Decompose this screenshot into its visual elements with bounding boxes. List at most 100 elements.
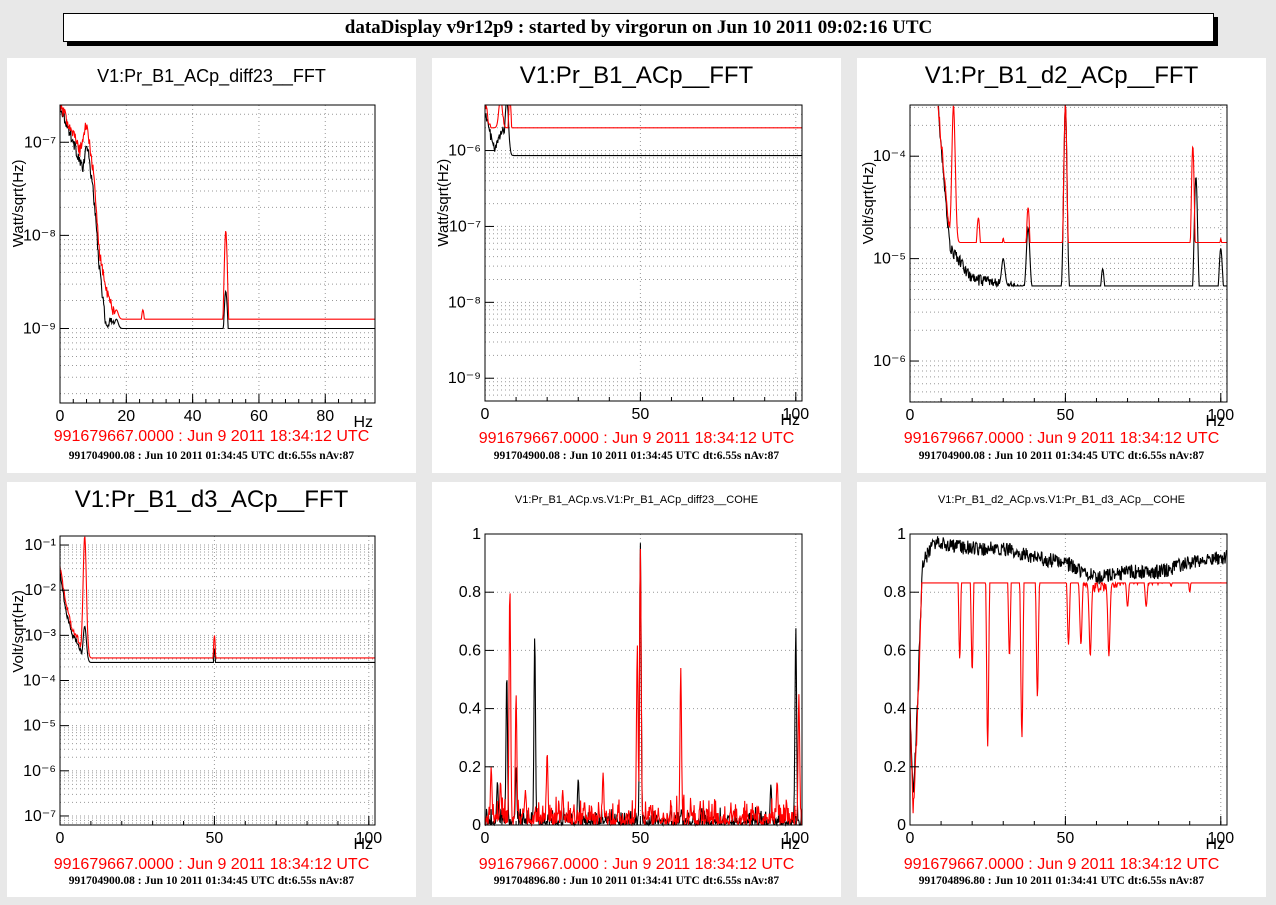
x-tick-label: 50 xyxy=(631,406,649,423)
y-tick-label: 10⁻⁸ xyxy=(448,294,481,311)
plot-frame xyxy=(909,104,1228,403)
chart-title: V1:Pr_B1_d2_ACp.vs.V1:Pr_B1_d3_ACp__COHE xyxy=(937,494,1186,506)
x-unit-label: Hz xyxy=(353,414,373,431)
x-tick-label: 20 xyxy=(117,408,135,425)
y-tick-label: 10⁻⁶ xyxy=(23,763,56,780)
y-tick-label: 10⁻⁶ xyxy=(448,143,481,160)
y-tick-label: 0.6 xyxy=(459,642,481,659)
chart-pad-4: V1:Pr_B1_d3_ACp__FFT 0 50 100 Hz 10⁻¹ 10⁻² 10⁻… xyxy=(7,482,416,897)
x-unit-label: Hz xyxy=(780,836,800,853)
current-timestamp: 991704900.08 : Jun 10 2011 01:34:45 UTC … xyxy=(918,450,1205,462)
x-tick-label: 0 xyxy=(56,830,65,847)
y-tick-label: 10⁻² xyxy=(24,582,56,599)
chart-title: V1:Pr_B1_ACp_diff23__FFT xyxy=(97,66,326,86)
y-tick-label: 0.8 xyxy=(884,584,906,601)
y-tick-label: 0 xyxy=(472,817,481,834)
y-axis-label: Volt/sqrt(Hz) xyxy=(10,590,27,673)
current-timestamp: 991704896.80 : Jun 10 2011 01:34:41 UTC … xyxy=(918,875,1205,887)
y-tick-label: 10⁻⁹ xyxy=(448,370,481,387)
ref-timestamp: 991679667.0000 : Jun 9 2011 18:34:12 UTC xyxy=(903,430,1220,447)
x-unit-label: Hz xyxy=(1205,836,1225,853)
chart-pad-3: V1:Pr_B1_d2_ACp__FFT 0 50 100 Hz 10⁻⁴ 10⁻⁵ 10⁻… xyxy=(857,58,1266,473)
series-line-reference xyxy=(484,548,803,828)
y-axis-label: Volt/sqrt(Hz) xyxy=(860,162,877,245)
current-timestamp: 991704896.80 : Jun 10 2011 01:34:41 UTC … xyxy=(493,875,780,887)
ref-timestamp: 991679667.0000 : Jun 9 2011 18:34:12 UTC xyxy=(53,856,370,873)
x-tick-label: 100 xyxy=(1207,407,1234,424)
y-tick-label: 1 xyxy=(472,526,481,543)
plot-frame xyxy=(59,104,376,404)
x-tick-label: 0 xyxy=(481,406,490,423)
x-tick-label: 80 xyxy=(316,408,334,425)
current-timestamp: 991704900.08 : Jun 10 2011 01:34:45 UTC … xyxy=(493,450,780,462)
y-tick-label: 10⁻⁷ xyxy=(449,218,481,235)
y-tick-label: 0.8 xyxy=(459,584,481,601)
y-tick-label: 0 xyxy=(897,817,906,834)
chart-pad-5: V1:Pr_B1_ACp.vs.V1:Pr_B1_ACp_diff23__COH… xyxy=(432,482,841,897)
x-tick-label: 100 xyxy=(1207,830,1234,847)
grid xyxy=(59,105,375,403)
y-tick-label: 10⁻⁹ xyxy=(23,321,56,338)
ref-timestamp: 991679667.0000 : Jun 9 2011 18:34:12 UTC xyxy=(478,856,795,873)
plot-frame xyxy=(909,533,1228,826)
y-tick-label: 10⁻⁴ xyxy=(23,673,56,690)
grid xyxy=(484,105,802,401)
chart-pad-2: V1:Pr_B1_ACp__FFT 0 50 100 Hz 10⁻⁶ 10⁻⁷ 10⁻⁸ 10… xyxy=(432,58,841,473)
y-tick-label: 0.2 xyxy=(459,759,481,776)
y-tick-label: 10⁻⁷ xyxy=(24,808,56,825)
grid xyxy=(484,533,802,826)
current-timestamp: 991704900.08 : Jun 10 2011 01:34:45 UTC … xyxy=(68,450,355,462)
y-tick-label: 10⁻⁴ xyxy=(873,148,906,165)
series-line-current xyxy=(59,570,375,663)
x-tick-label: 0 xyxy=(906,407,915,424)
x-tick-label: 0 xyxy=(481,830,490,847)
chart-title: V1:Pr_B1_d2_ACp__FFT xyxy=(924,62,1199,89)
y-tick-label: 10⁻⁵ xyxy=(873,251,906,268)
x-tick-label: 100 xyxy=(355,830,382,847)
series-line-current xyxy=(484,543,803,827)
grid xyxy=(59,536,375,825)
x-tick-label: 50 xyxy=(1056,830,1074,847)
series-line-current xyxy=(59,104,375,330)
grid xyxy=(909,533,1227,826)
y-tick-label: 1 xyxy=(897,526,906,543)
chart-title: V1:Pr_B1_ACp__FFT xyxy=(519,62,754,89)
y-tick-label: 10⁻¹ xyxy=(24,537,56,554)
y-tick-label: 0.6 xyxy=(884,642,906,659)
ref-timestamp: 991679667.0000 : Jun 9 2011 18:34:12 UTC xyxy=(53,428,370,445)
chart-title: V1:Pr_B1_ACp.vs.V1:Pr_B1_ACp_diff23__COH… xyxy=(514,494,759,506)
series-line-current xyxy=(909,536,1228,793)
x-tick-label: 50 xyxy=(631,830,649,847)
x-unit-label: Hz xyxy=(780,412,800,429)
x-unit-label: Hz xyxy=(353,836,373,853)
y-axis-label: Watt/sqrt(Hz) xyxy=(435,159,452,247)
y-tick-label: 10⁻⁶ xyxy=(873,353,906,370)
plot-frame xyxy=(484,533,803,826)
x-tick-label: 0 xyxy=(906,830,915,847)
y-tick-label: 10⁻⁸ xyxy=(23,227,56,244)
plot-frame xyxy=(484,104,803,402)
y-tick-label: 0.4 xyxy=(884,701,906,718)
chart-pad-1: V1:Pr_B1_ACp_diff23__FFT 0 20 40 60 80 Hz 10⁻⁷… xyxy=(7,58,416,473)
y-axis-label: Watt/sqrt(Hz) xyxy=(10,159,27,247)
ref-timestamp: 991679667.0000 : Jun 9 2011 18:34:12 UTC xyxy=(903,856,1220,873)
ref-timestamp: 991679667.0000 : Jun 9 2011 18:34:12 UTC xyxy=(478,430,795,447)
x-tick-label: 50 xyxy=(206,830,224,847)
x-tick-label: 100 xyxy=(782,406,809,423)
chart-svg: 0 20 40 60 80 Hz 10⁻⁷ 10⁻⁸ 10⁻⁹ Watt/sqrt(Hz) xyxy=(10,104,376,431)
series-line-reference xyxy=(909,580,1227,814)
series-line-reference xyxy=(59,536,375,659)
series-line-reference xyxy=(59,104,375,320)
chart-pad-6: V1:Pr_B1_d2_ACp.vs.V1:Pr_B1_d3_ACp__COHE… xyxy=(857,482,1266,897)
y-tick-label: 10⁻⁵ xyxy=(23,718,56,735)
y-tick-label: 10⁻⁷ xyxy=(24,134,56,151)
x-tick-label: 0 xyxy=(56,408,65,425)
x-unit-label: Hz xyxy=(1205,413,1225,430)
x-tick-label: 50 xyxy=(1056,407,1074,424)
x-tick-label: 40 xyxy=(184,408,202,425)
